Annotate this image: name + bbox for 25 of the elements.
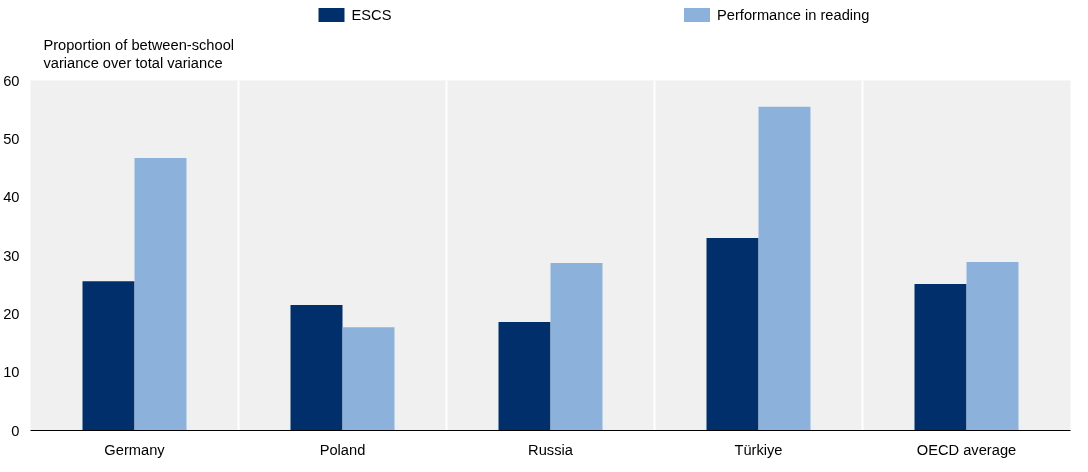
bar [758,106,811,431]
y-axis-title: Proportion of between-school variance over total variance [43,36,235,72]
legend-label: Performance in reading [717,6,870,23]
bar [550,263,603,431]
x-tick-label: Türkiye [734,441,783,458]
y-tick-label: 10 [3,364,20,381]
x-tick-label: Germany [104,441,166,458]
x-tick-label: OECD average [916,441,1017,458]
y-tick-label: 0 [11,422,20,439]
y-tick-label: 50 [3,130,20,147]
bar [342,327,395,431]
bar [706,238,759,431]
bar [290,305,343,431]
bar [966,261,1019,431]
y-tick-label: 60 [3,72,20,89]
bar [134,158,187,431]
y-tick-label: 40 [3,189,20,206]
bar [82,281,135,431]
x-tick-label: Russia [528,441,574,458]
bar [498,322,551,431]
x-tick-label: Poland [319,441,366,458]
bar [914,284,967,431]
y-tick-label: 30 [3,247,20,264]
y-tick-label: 20 [3,305,20,322]
legend-label: ESCS [351,6,392,23]
